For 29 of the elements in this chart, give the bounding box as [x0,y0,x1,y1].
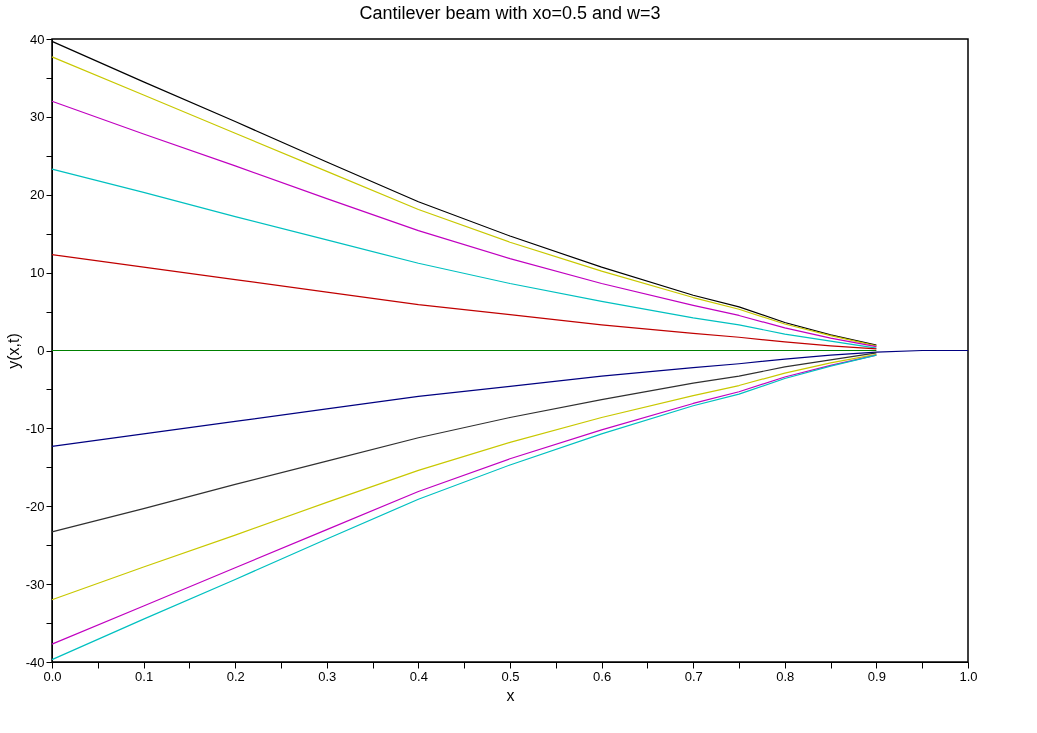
y-tick-label: -10 [25,420,45,436]
x-tick-label: 0.2 [226,668,245,684]
y-tick-label: 10 [30,265,45,281]
y-tick-label: 30 [30,109,45,125]
line-series [51,352,877,533]
line-series [51,100,877,348]
x-tick-label: 0.7 [684,668,703,684]
x-tick-label: 0.4 [409,668,428,684]
line-series [51,254,877,350]
chart-title: Cantilever beam with xo=0.5 and w=3 [359,3,661,23]
y-tick-label: -20 [25,498,45,514]
line-series [51,349,969,447]
x-tick-label: 0.1 [135,668,154,684]
x-tick-label: 1.0 [959,668,978,684]
x-axis-title: x [506,686,515,704]
x-tick-label: 0.9 [867,668,886,684]
y-axis-title: y(x,t) [4,333,22,369]
x-tick-label: 0.0 [43,668,62,684]
y-tick-label: 0 [37,343,45,358]
y-tick-label: 20 [30,187,45,203]
x-tick-label: 0.8 [776,668,795,684]
x-tick-label: 0.5 [501,668,520,684]
y-tick-label: -30 [25,576,45,592]
x-tick-label: 0.3 [318,668,337,684]
x-tick-label: 0.6 [593,668,612,684]
y-tick-label: -40 [25,654,45,670]
line-series [51,168,877,349]
line-series [51,353,877,601]
y-tick-label: 40 [30,31,45,47]
